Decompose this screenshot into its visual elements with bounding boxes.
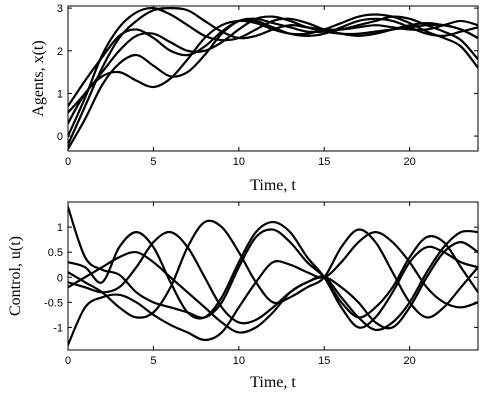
y-tick-label: -1 — [53, 322, 63, 334]
x-tick-label: 0 — [65, 355, 71, 367]
y-tick-label: 2 — [57, 46, 63, 58]
y-tick-label: -0.5 — [44, 297, 63, 309]
y-tick-label: 0 — [57, 272, 63, 284]
series-line-5 — [68, 15, 478, 150]
series-line-1 — [68, 205, 478, 319]
axes-frame — [67, 201, 479, 351]
x-axis-label: Time, t — [250, 374, 296, 391]
x-tick-label: 15 — [318, 355, 330, 367]
series-line-6 — [68, 229, 478, 334]
x-tick-label: 20 — [404, 355, 416, 367]
y-tick-label: 3 — [57, 3, 63, 15]
y-tick-label: 0.5 — [48, 247, 63, 259]
series-line-4 — [68, 17, 478, 108]
y-tick-label: 1 — [57, 222, 63, 234]
control-panel: 0 5 10 15 20 -1 -0.5 0 0.5 1 Time, t Control, u(t) — [7, 201, 479, 391]
y-tick-label: 0 — [57, 131, 63, 143]
x-tick-label: 20 — [404, 156, 416, 168]
x-tick-label: 5 — [150, 355, 156, 367]
series-line-5 — [68, 230, 478, 330]
y-axis-label: Control, u(t) — [7, 236, 24, 316]
series-line-2 — [68, 6, 478, 138]
series-line-3 — [68, 220, 478, 329]
x-axis-label: Time, t — [250, 177, 296, 194]
x-tick-label: 10 — [233, 355, 245, 367]
agents-panel: 0 5 10 15 20 0 1 2 3 Time, t Agents, x(t) — [30, 3, 479, 194]
x-tick-label: 15 — [318, 156, 330, 168]
axes-frame — [67, 5, 479, 152]
y-axis-label: Agents, x(t) — [30, 40, 47, 116]
series-line-6 — [68, 13, 478, 125]
x-tick-label: 10 — [233, 156, 245, 168]
x-tick-label: 0 — [65, 156, 71, 168]
y-tick-label: 1 — [57, 88, 63, 100]
x-tick-label: 5 — [150, 156, 156, 168]
